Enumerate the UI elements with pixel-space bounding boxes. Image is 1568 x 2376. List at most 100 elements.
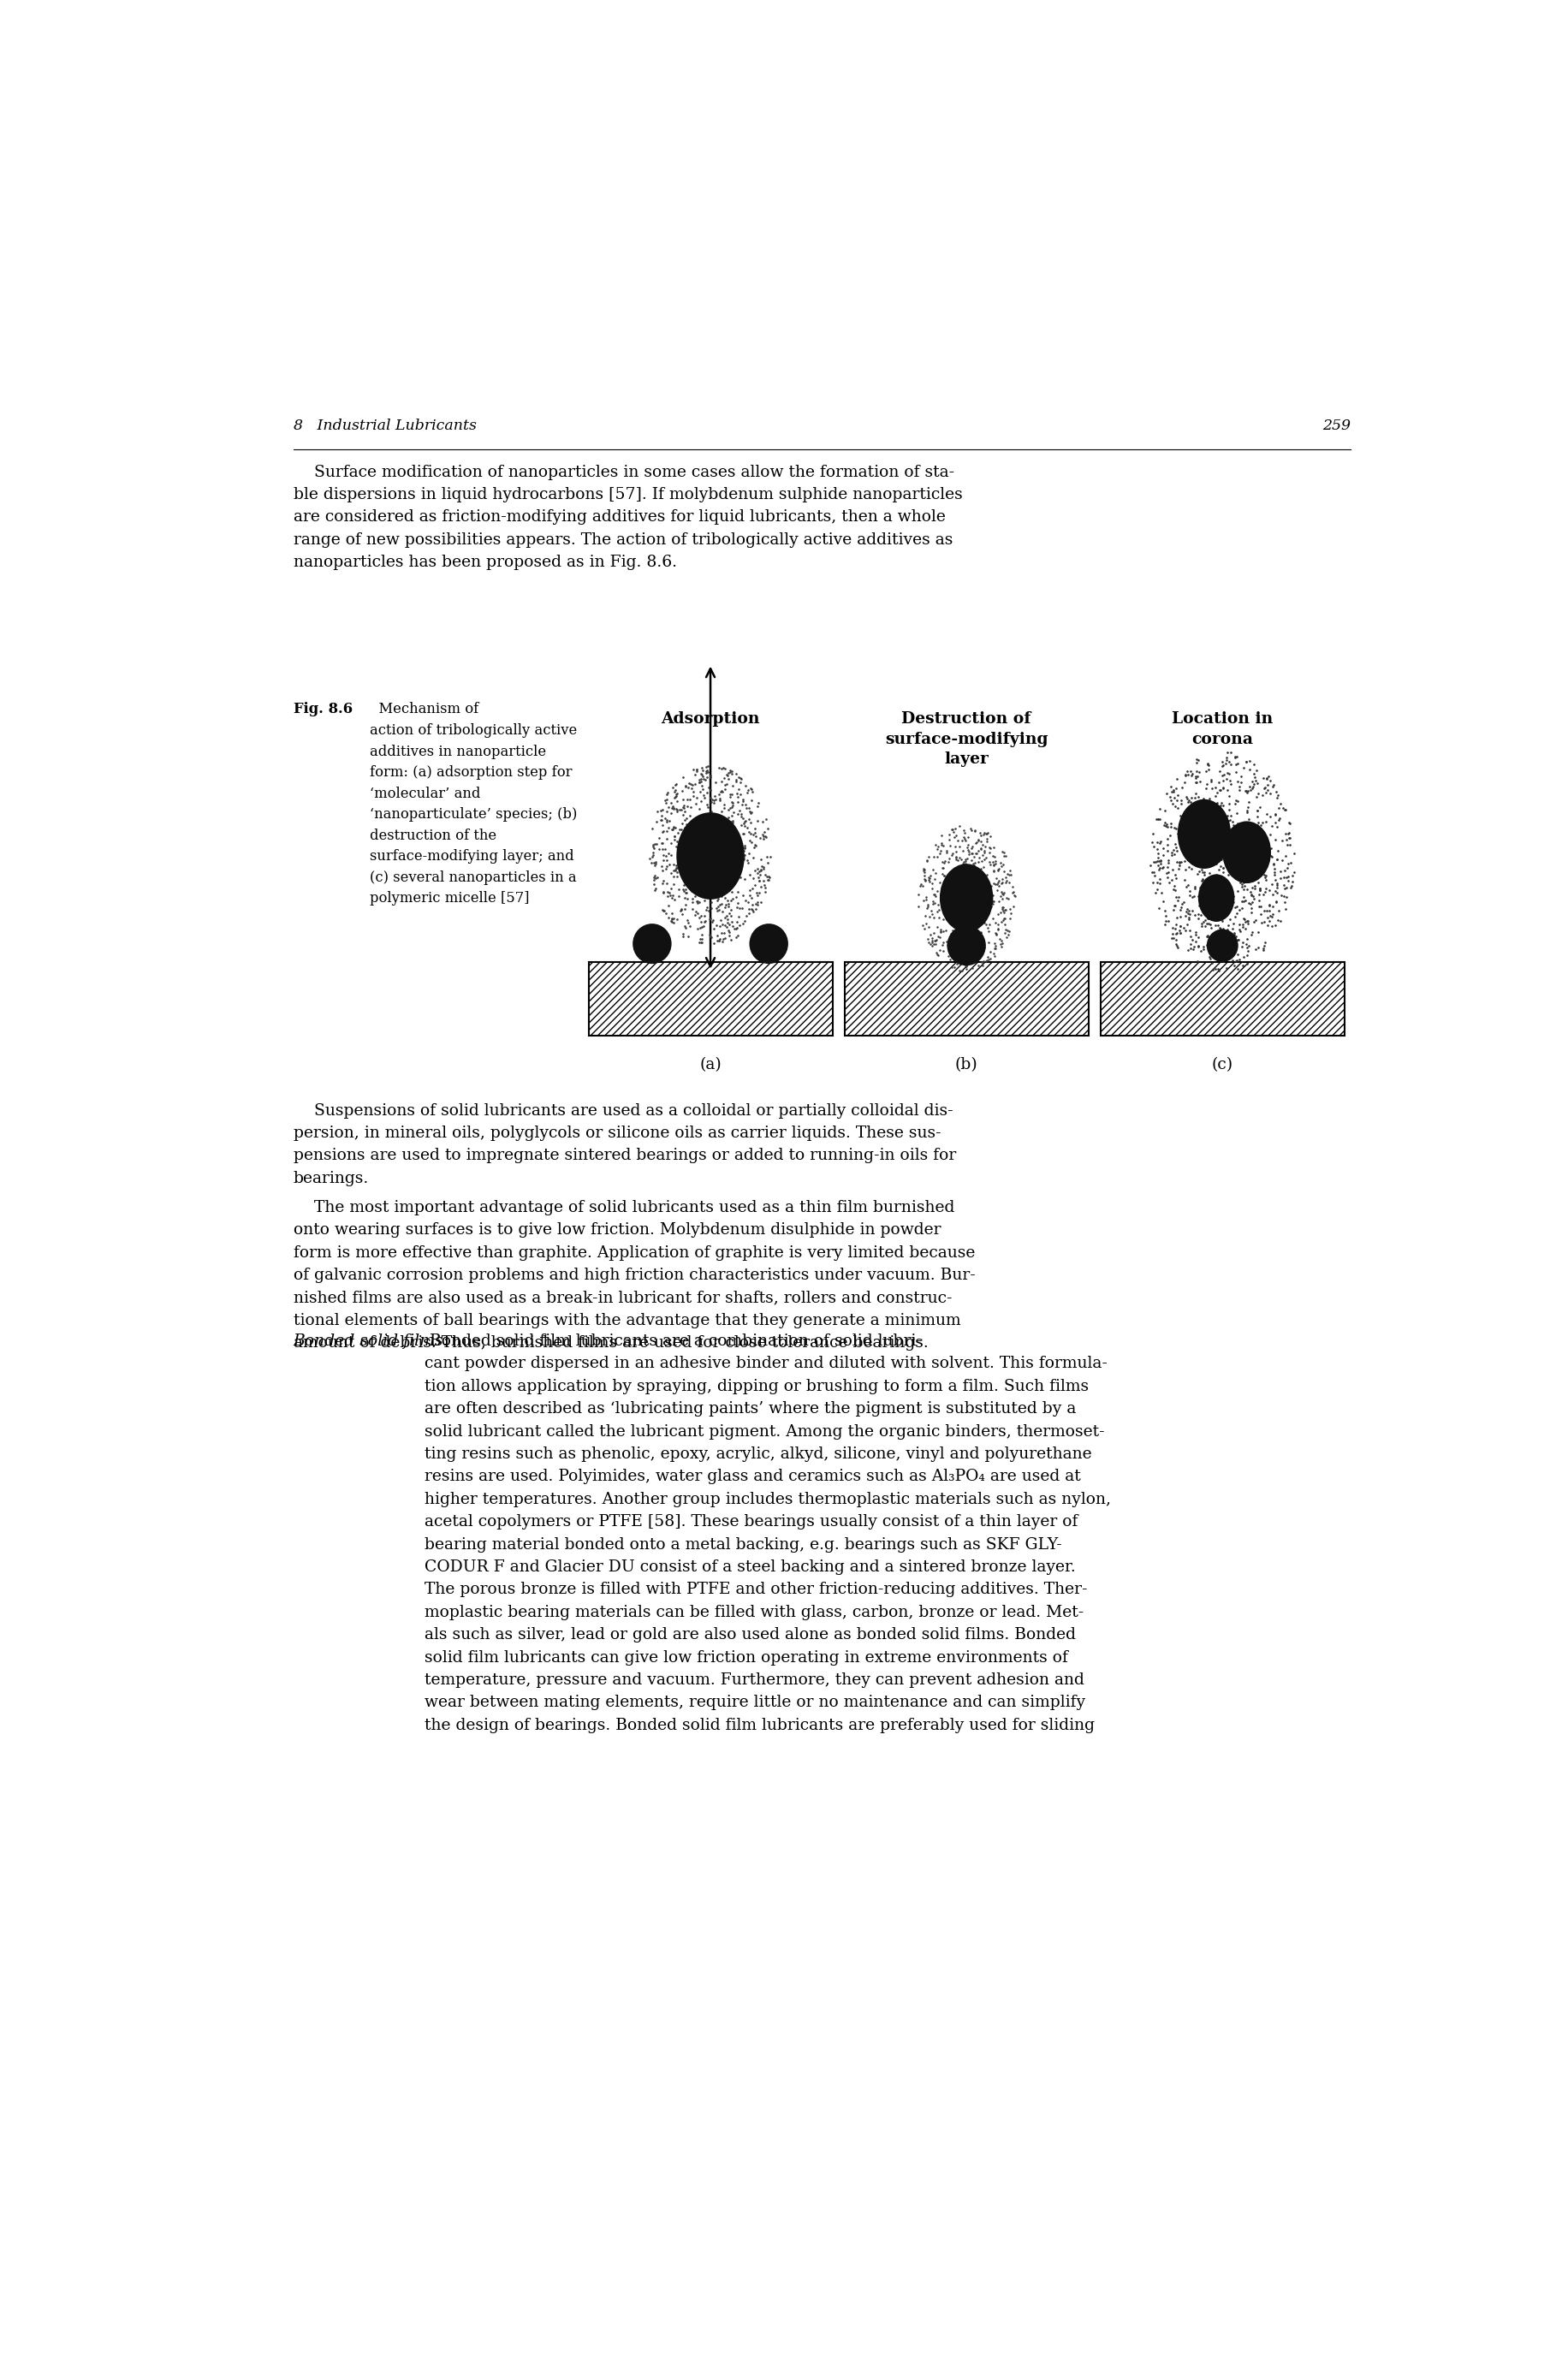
- Text: Suspensions of solid lubricants are used as a colloidal or partially colloidal d: Suspensions of solid lubricants are used…: [293, 1102, 956, 1186]
- Point: [961, 846, 986, 884]
- Point: [665, 901, 690, 939]
- Point: [989, 889, 1014, 927]
- Point: [1198, 784, 1223, 822]
- Point: [1145, 829, 1170, 867]
- Point: [1254, 796, 1279, 834]
- Point: [1148, 801, 1173, 839]
- Point: [691, 829, 717, 867]
- Point: [1220, 829, 1245, 867]
- Point: [1253, 872, 1278, 910]
- Point: [641, 827, 666, 865]
- Point: [911, 851, 936, 889]
- Point: [1182, 896, 1207, 934]
- Point: [712, 848, 737, 886]
- Point: [1264, 867, 1289, 905]
- Point: [982, 839, 1007, 877]
- Point: [1207, 813, 1232, 851]
- Point: [1187, 886, 1212, 924]
- Point: [1259, 886, 1284, 924]
- Point: [986, 896, 1011, 934]
- Point: [641, 865, 666, 903]
- Point: [660, 808, 685, 846]
- Point: [651, 824, 676, 862]
- Point: [993, 836, 1018, 874]
- Point: [691, 805, 717, 843]
- Point: [960, 948, 985, 986]
- Point: [1203, 929, 1228, 967]
- Point: [977, 834, 1002, 872]
- Point: [1229, 763, 1254, 801]
- Ellipse shape: [947, 927, 986, 965]
- Point: [946, 912, 971, 950]
- Point: [668, 836, 693, 874]
- Point: [916, 839, 941, 877]
- Point: [928, 824, 953, 862]
- Point: [663, 846, 688, 884]
- Point: [982, 939, 1007, 977]
- Point: [1000, 874, 1025, 912]
- Point: [1187, 846, 1212, 884]
- Point: [717, 893, 742, 931]
- Point: [690, 756, 715, 794]
- Point: [743, 824, 768, 862]
- Point: [1174, 777, 1200, 815]
- Point: [724, 903, 750, 941]
- Point: [673, 801, 698, 839]
- Point: [935, 881, 960, 920]
- Point: [732, 860, 757, 898]
- Point: [989, 860, 1014, 898]
- Point: [681, 772, 706, 810]
- Point: [743, 865, 768, 903]
- Point: [949, 858, 974, 896]
- Point: [1217, 756, 1242, 794]
- Point: [924, 827, 949, 865]
- Point: [936, 858, 961, 896]
- Point: [1178, 805, 1203, 843]
- Point: [1231, 862, 1256, 901]
- Point: [695, 815, 720, 853]
- Point: [663, 765, 688, 803]
- Point: [1258, 872, 1283, 910]
- Point: [1234, 772, 1259, 810]
- Point: [1221, 905, 1247, 943]
- Point: [687, 884, 712, 922]
- Point: [1248, 905, 1273, 943]
- Point: [717, 813, 742, 851]
- Point: [1264, 808, 1289, 846]
- Point: [739, 879, 764, 917]
- Point: [1272, 870, 1297, 908]
- Point: [698, 770, 723, 808]
- Point: [1210, 786, 1236, 824]
- Point: [941, 810, 966, 848]
- Point: [1192, 791, 1217, 829]
- Point: [953, 846, 978, 884]
- Point: [1232, 867, 1258, 905]
- Point: [663, 770, 688, 808]
- Point: [1254, 765, 1279, 803]
- Point: [1226, 782, 1251, 820]
- Point: [671, 786, 696, 824]
- Point: [1185, 898, 1210, 936]
- Point: [938, 877, 963, 915]
- Point: [1210, 941, 1236, 979]
- Point: [693, 748, 718, 786]
- Point: [679, 770, 704, 808]
- Point: [1167, 912, 1192, 950]
- Point: [1206, 860, 1231, 898]
- Point: [1168, 843, 1193, 881]
- Point: [914, 886, 939, 924]
- Point: [720, 789, 745, 827]
- Point: [958, 810, 983, 848]
- Point: [986, 862, 1011, 901]
- Point: [753, 870, 778, 908]
- Point: [739, 770, 764, 808]
- Point: [745, 786, 770, 824]
- Point: [944, 841, 969, 879]
- Point: [983, 927, 1008, 965]
- Point: [909, 865, 935, 903]
- Point: [1225, 893, 1250, 931]
- Point: [746, 874, 771, 912]
- Point: [969, 901, 994, 939]
- Point: [1217, 901, 1242, 939]
- Point: [712, 858, 737, 896]
